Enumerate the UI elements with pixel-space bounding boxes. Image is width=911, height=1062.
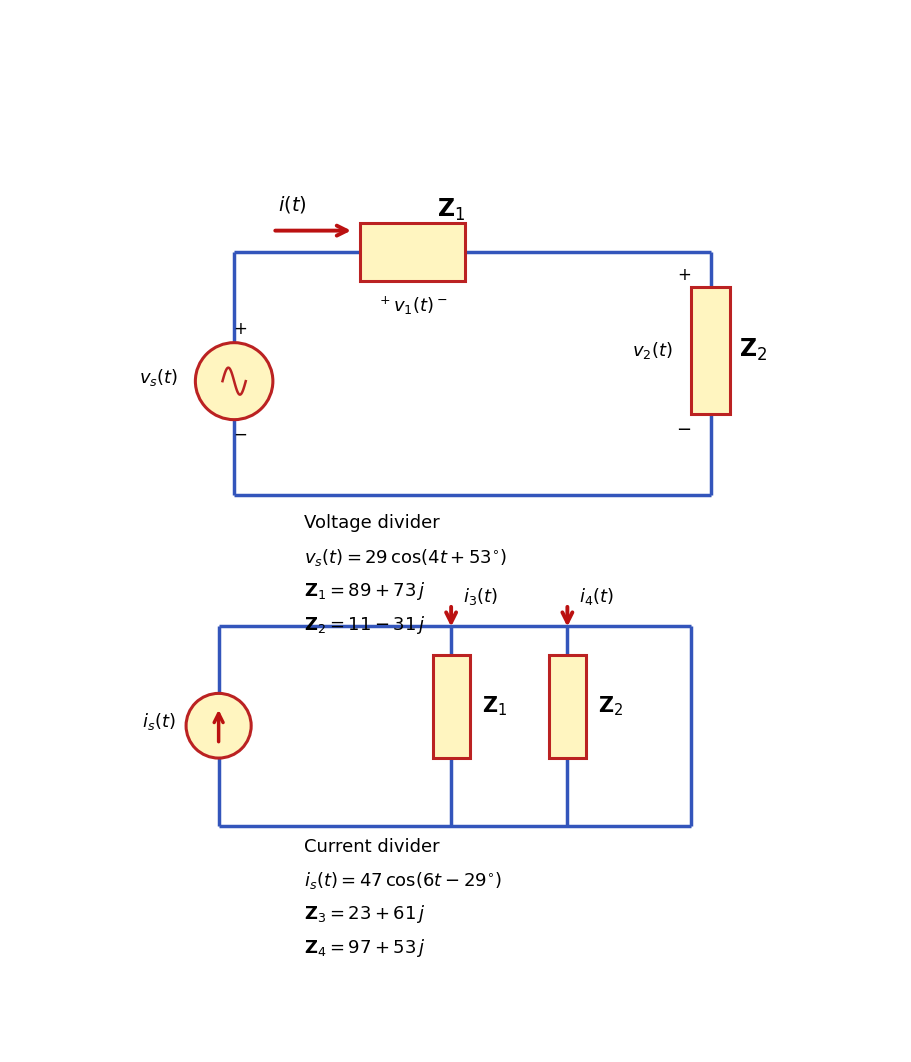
Bar	[691, 287, 730, 414]
Bar	[432, 654, 469, 758]
Bar	[548, 654, 586, 758]
Text: $\mathbf{Z}_2$: $\mathbf{Z}_2$	[598, 695, 623, 718]
Text: $-$: $-$	[675, 418, 691, 436]
Text: Current divider: Current divider	[303, 838, 439, 856]
Text: $\mathbf{Z}_3 = 23 + 61\,j$: $\mathbf{Z}_3 = 23 + 61\,j$	[303, 904, 425, 925]
Text: $v_s(t) = 29\,\cos(4t + 53^{\circ})$: $v_s(t) = 29\,\cos(4t + 53^{\circ})$	[303, 547, 507, 567]
Text: Voltage divider: Voltage divider	[303, 514, 439, 532]
Text: $i_s(t) = 47\,\cos(6t - 29^{\circ})$: $i_s(t) = 47\,\cos(6t - 29^{\circ})$	[303, 870, 501, 891]
Text: $\mathbf{Z}_2 = 11 - 31\,j$: $\mathbf{Z}_2 = 11 - 31\,j$	[303, 614, 425, 636]
Text: $+$: $+$	[233, 320, 247, 338]
Text: $+$: $+$	[676, 267, 690, 285]
Text: $i_3(t)$: $i_3(t)$	[462, 586, 497, 606]
Text: $i_s(t)$: $i_s(t)$	[142, 712, 176, 733]
Text: $\mathbf{Z}_1$: $\mathbf{Z}_1$	[436, 196, 465, 223]
Text: $-$: $-$	[233, 425, 247, 443]
Text: $i_4(t)$: $i_4(t)$	[578, 586, 613, 606]
Text: $\mathbf{Z}_4 = 97 + 53\,j$: $\mathbf{Z}_4 = 97 + 53\,j$	[303, 938, 425, 959]
Text: $^+v_1(t)^-$: $^+v_1(t)^-$	[377, 295, 447, 318]
Text: $\mathbf{Z}_2$: $\mathbf{Z}_2$	[739, 338, 767, 363]
Text: $i(t)$: $i(t)$	[277, 194, 306, 215]
Circle shape	[186, 693, 251, 758]
Text: $v_2(t)$: $v_2(t)$	[631, 340, 672, 361]
Circle shape	[195, 343, 272, 419]
Text: $\mathbf{Z}_1 = 89 + 73\,j$: $\mathbf{Z}_1 = 89 + 73\,j$	[303, 580, 425, 602]
Text: $v_s(t)$: $v_s(t)$	[138, 366, 179, 388]
Text: $\mathbf{Z}_1$: $\mathbf{Z}_1$	[482, 695, 507, 718]
Bar	[360, 223, 465, 281]
